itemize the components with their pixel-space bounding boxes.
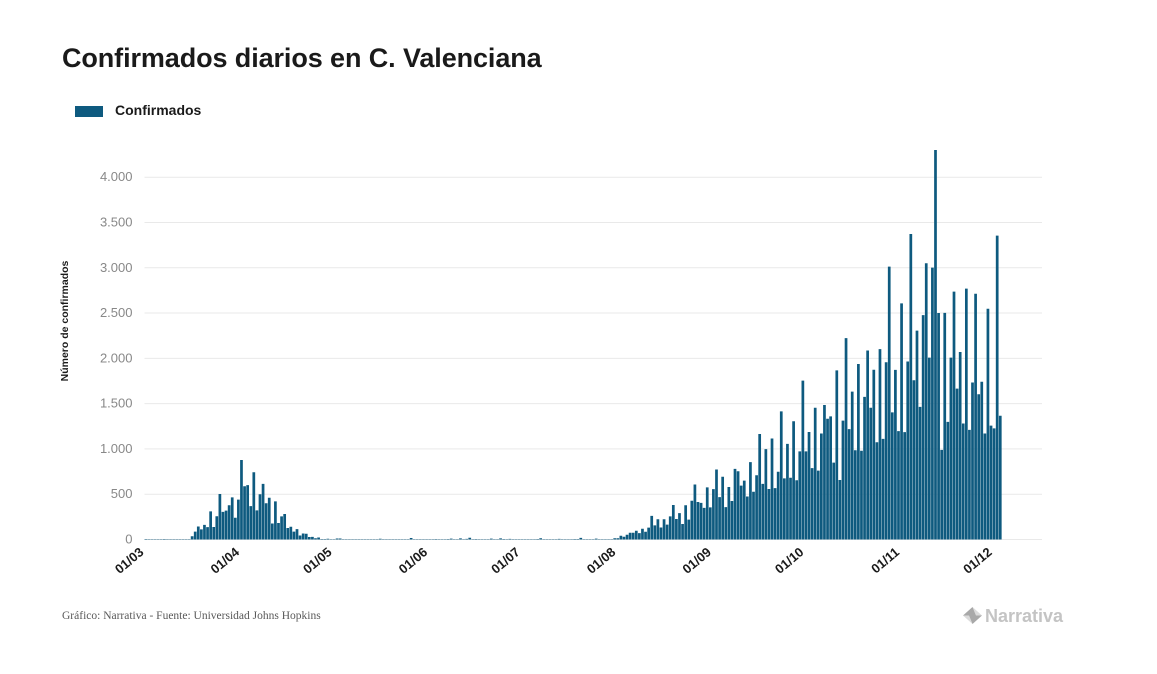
- svg-text:4.000: 4.000: [100, 169, 133, 184]
- svg-text:01/06: 01/06: [396, 544, 431, 576]
- svg-text:1.500: 1.500: [100, 396, 133, 411]
- svg-text:1.000: 1.000: [100, 441, 133, 456]
- svg-text:3.000: 3.000: [100, 260, 133, 275]
- svg-text:01/05: 01/05: [300, 544, 335, 576]
- svg-text:0: 0: [125, 532, 132, 547]
- svg-text:01/10: 01/10: [772, 544, 807, 576]
- svg-text:01/09: 01/09: [679, 544, 714, 576]
- svg-text:500: 500: [111, 486, 133, 501]
- svg-text:2.000: 2.000: [100, 350, 133, 365]
- svg-text:01/12: 01/12: [960, 544, 995, 576]
- svg-text:01/11: 01/11: [868, 544, 902, 576]
- svg-text:01/08: 01/08: [584, 544, 619, 576]
- svg-text:01/07: 01/07: [488, 544, 523, 576]
- svg-text:01/03: 01/03: [112, 544, 147, 576]
- svg-text:2.500: 2.500: [100, 305, 133, 320]
- svg-text:01/04: 01/04: [207, 544, 242, 577]
- svg-text:3.500: 3.500: [100, 214, 133, 229]
